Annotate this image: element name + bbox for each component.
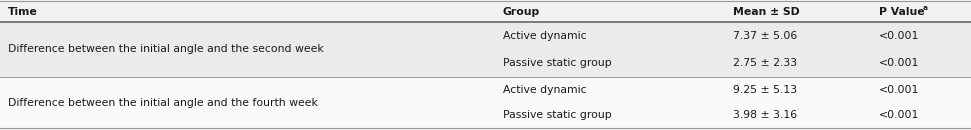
Text: <0.001: <0.001 (879, 31, 920, 41)
Text: Active dynamic: Active dynamic (503, 85, 586, 95)
Text: Difference between the initial angle and the second week: Difference between the initial angle and… (8, 44, 323, 54)
Text: a: a (922, 5, 927, 11)
Text: Passive static group: Passive static group (503, 58, 612, 68)
Text: 3.98 ± 3.16: 3.98 ± 3.16 (733, 110, 797, 120)
Text: 2.75 ± 2.33: 2.75 ± 2.33 (733, 58, 797, 68)
Text: 7.37 ± 5.06: 7.37 ± 5.06 (733, 31, 797, 41)
Text: Group: Group (503, 7, 540, 17)
Text: <0.001: <0.001 (879, 58, 920, 68)
Bar (0, 22, 971, 77)
Text: Mean ± SD: Mean ± SD (733, 7, 800, 17)
Bar (0, 77, 971, 128)
Text: P Value: P Value (879, 7, 924, 17)
Text: Passive static group: Passive static group (503, 110, 612, 120)
Text: Time: Time (8, 7, 38, 17)
Text: Active dynamic: Active dynamic (503, 31, 586, 41)
Text: 9.25 ± 5.13: 9.25 ± 5.13 (733, 85, 797, 95)
Text: <0.001: <0.001 (879, 85, 920, 95)
Text: Difference between the initial angle and the fourth week: Difference between the initial angle and… (8, 98, 318, 108)
Text: <0.001: <0.001 (879, 110, 920, 120)
Bar (0, 1, 971, 22)
